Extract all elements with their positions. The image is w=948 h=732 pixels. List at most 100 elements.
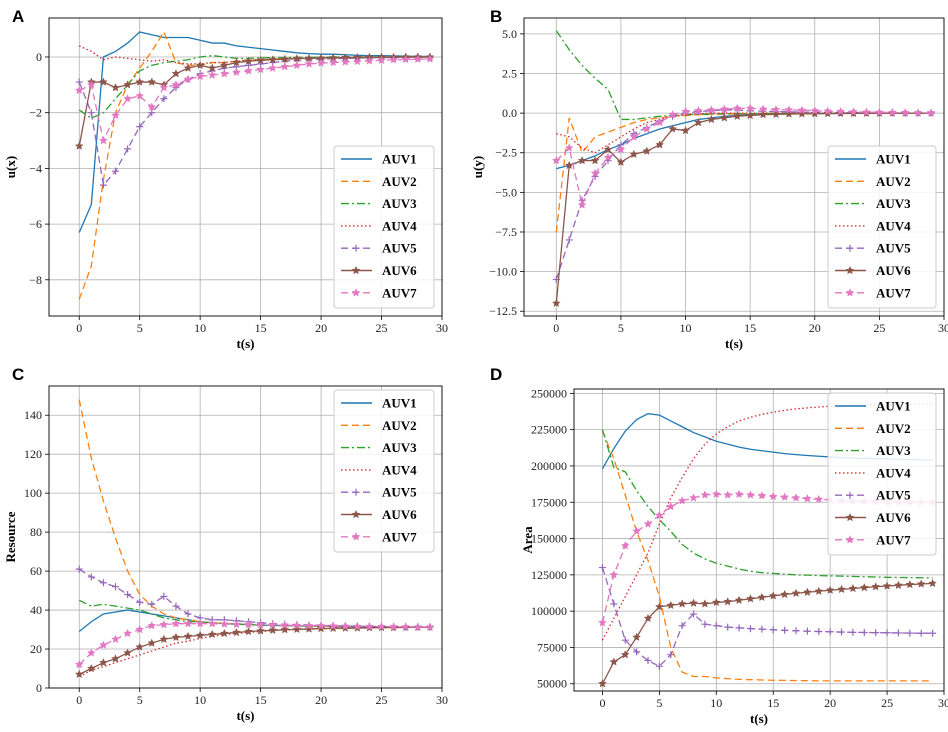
data-point (654, 602, 664, 611)
data-point (609, 657, 619, 666)
axes-frame (523, 17, 945, 317)
data-point (136, 123, 144, 131)
data-point (564, 143, 574, 152)
x-tick-label: 25 (881, 696, 893, 710)
data-point (900, 107, 910, 117)
data-point (171, 69, 181, 78)
series-line (555, 107, 932, 208)
data-point (268, 63, 278, 72)
data-point (172, 602, 180, 610)
y-tick-label: 120 (24, 447, 42, 461)
data-point (629, 132, 639, 141)
data-point (666, 600, 676, 610)
data-point (98, 77, 108, 86)
data-point (280, 62, 290, 71)
x-tick-label: 0 (76, 321, 82, 335)
x-tick-label: 0 (599, 696, 605, 710)
y-axis-label: Area (520, 526, 535, 554)
legend-label-auv4: AUV4 (382, 218, 417, 233)
legend-label-auv5: AUV5 (876, 241, 911, 256)
data-point (784, 105, 794, 114)
data-point (159, 634, 169, 644)
data-point (160, 592, 168, 600)
data-point (926, 108, 936, 117)
data-point (810, 106, 820, 115)
data-point (135, 91, 145, 100)
data-point (195, 630, 205, 640)
data-point (268, 55, 278, 64)
legend-marker (845, 535, 855, 544)
data-point (757, 592, 767, 602)
legend-label-auv1: AUV1 (382, 396, 417, 411)
x-tick-label: 15 (744, 321, 756, 335)
data-point (564, 160, 574, 170)
data-point (655, 140, 665, 149)
data-point (268, 620, 278, 629)
legend-label-auv4: AUV4 (876, 465, 911, 480)
x-tick-label: 30 (938, 696, 948, 710)
axes-frame (48, 385, 443, 689)
data-point (735, 624, 743, 632)
data-point (823, 106, 833, 115)
data-point (244, 620, 253, 629)
data-point (917, 629, 925, 637)
legend-label-auv2: AUV2 (382, 174, 417, 189)
data-point (316, 621, 326, 630)
data-point (598, 618, 607, 627)
data-point (124, 590, 132, 598)
data-point (207, 63, 217, 72)
legend: AUV1 AUV2 AUV3 AUV4 AUV5 AUV6 AUV7 (333, 145, 435, 309)
series-line (78, 56, 430, 147)
data-point (616, 157, 626, 167)
data-point (894, 580, 903, 590)
data-point (732, 103, 742, 113)
data-point (195, 60, 205, 70)
series-line (78, 599, 430, 628)
y-tick-label: 60 (30, 564, 42, 578)
data-point (148, 600, 156, 608)
data-point (814, 586, 824, 596)
legend-marker (846, 491, 854, 499)
data-point (184, 610, 192, 618)
data-point (135, 642, 145, 651)
legend-marker (351, 288, 361, 297)
data-point (219, 69, 229, 78)
data-point (681, 125, 690, 135)
data-point (256, 620, 266, 629)
data-point (98, 640, 108, 649)
data-point (74, 85, 84, 95)
data-point (74, 669, 84, 679)
legend-box (333, 389, 435, 553)
data-point (207, 629, 217, 639)
data-point (292, 60, 302, 70)
data-point (377, 621, 386, 631)
y-tick-label: 0.0 (502, 106, 517, 120)
series-line (601, 582, 933, 685)
data-point (668, 110, 678, 119)
data-point (849, 628, 857, 636)
legend-label-auv7: AUV7 (382, 285, 417, 300)
legend-label-auv5: AUV5 (382, 241, 417, 256)
y-axis-label: u(x) (3, 156, 18, 178)
data-point (75, 78, 83, 86)
data-point (304, 624, 314, 633)
x-tick-label: 25 (873, 321, 885, 335)
axes-frame (573, 388, 945, 692)
data-point (838, 628, 846, 636)
y-tick-label: 0 (36, 50, 42, 64)
data-point (758, 110, 768, 119)
data-point (425, 622, 435, 631)
data-point (87, 109, 95, 117)
data-point (810, 109, 820, 118)
data-point (232, 619, 241, 629)
y-tick-label: 175000 (531, 495, 567, 509)
axes-frame (48, 17, 443, 317)
data-point (292, 620, 302, 630)
panel-b: B 0 5 10 15 20 25 30 5.0 2.5 0.0 −2.5 −5.0 −7.5 −10.0 −… (470, 7, 948, 351)
data-point (681, 106, 690, 116)
data-point (598, 564, 606, 572)
legend-label-auv2: AUV2 (876, 421, 911, 436)
data-point (219, 60, 229, 70)
data-point (124, 145, 132, 153)
